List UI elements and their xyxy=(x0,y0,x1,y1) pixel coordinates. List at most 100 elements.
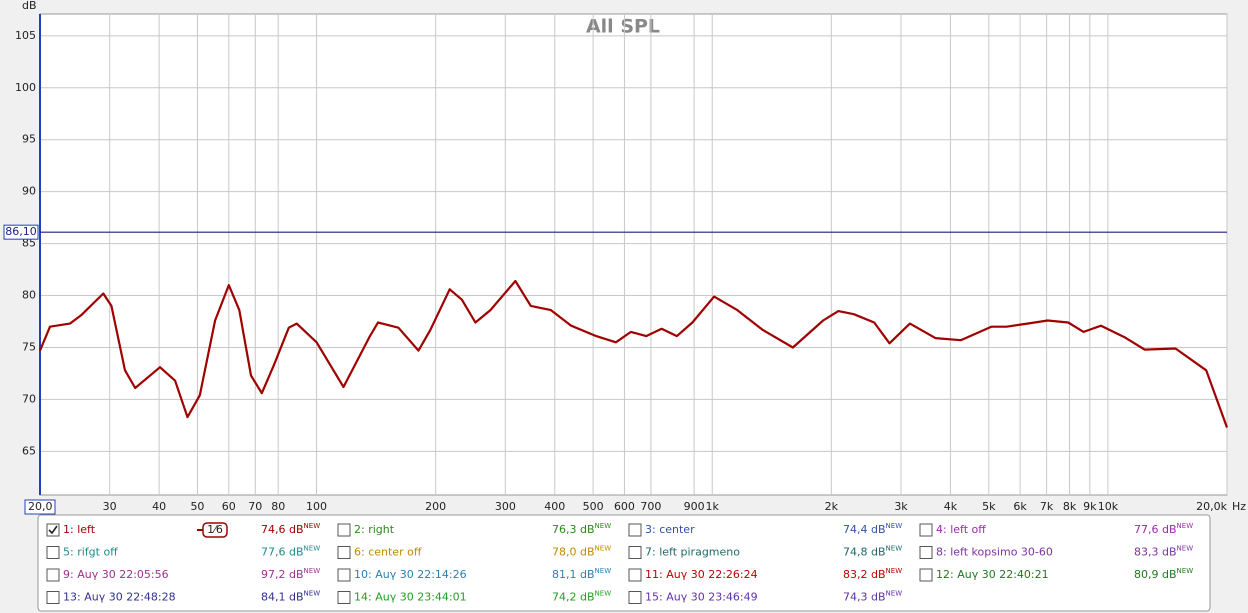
measurement-level: 74,3 dBNEW xyxy=(843,590,902,604)
checkbox[interactable] xyxy=(46,546,60,559)
checkbox[interactable] xyxy=(337,591,351,604)
y-tick-label: 85 xyxy=(22,237,36,250)
checkbox[interactable] xyxy=(46,568,60,582)
measurement-name: 10: Auγ 30 22:14:26 xyxy=(354,568,467,581)
x-tick-label: 6k xyxy=(1013,500,1027,513)
x-tick-label: 40 xyxy=(152,500,166,513)
x-tick-label: 3k xyxy=(894,500,908,513)
measurement-name: 6: center off xyxy=(354,546,422,559)
level-value: 97,2 dB xyxy=(261,568,304,581)
reference-label-box xyxy=(3,224,39,240)
x-tick-label: 60 xyxy=(222,500,236,513)
x-tick-label: 300 xyxy=(495,500,516,513)
new-badge: NEW xyxy=(595,590,612,598)
y-tick-label: 70 xyxy=(22,392,36,405)
measurement-level: 78,0 dBNEW xyxy=(552,545,611,559)
measurement-name: 13: Auγ 30 22:48:28 xyxy=(63,591,176,604)
checkbox[interactable] xyxy=(628,591,642,604)
checkbox[interactable] xyxy=(46,523,60,537)
checkbox[interactable] xyxy=(337,523,351,537)
new-badge: NEW xyxy=(886,522,903,530)
y-tick-label: 80 xyxy=(22,289,36,302)
x-tick-label: 7k xyxy=(1040,500,1054,513)
new-badge: NEW xyxy=(595,545,612,553)
y-tick-label: 100 xyxy=(15,81,36,94)
x-tick-label: 50 xyxy=(190,500,204,513)
measurement-name: 12: Auγ 30 22:40:21 xyxy=(936,568,1049,581)
measurement-name: 2: right xyxy=(354,523,395,536)
measurement-level: 81,1 dBNEW xyxy=(552,567,611,581)
x-tick-label: 700 xyxy=(640,500,661,513)
level-value: 84,1 dB xyxy=(261,591,304,604)
measurement-level: 84,1 dBNEW xyxy=(261,590,320,604)
smoothing-label: 1⁄6 xyxy=(207,523,223,536)
smoothing-badge xyxy=(202,522,228,538)
level-value: 76,3 dB xyxy=(552,523,595,536)
measurement-level: 77,6 dBNEW xyxy=(1134,522,1193,536)
new-badge: NEW xyxy=(886,567,903,575)
new-badge: NEW xyxy=(1177,567,1194,575)
checkbox[interactable] xyxy=(919,546,933,559)
checkbox[interactable] xyxy=(337,546,351,559)
measurement-level: 74,6 dBNEW xyxy=(261,522,320,536)
plot-area xyxy=(39,13,1228,496)
x-tick-label: 4k xyxy=(944,500,958,513)
new-badge: NEW xyxy=(595,522,612,530)
level-value: 74,8 dB xyxy=(843,546,886,559)
new-badge: NEW xyxy=(1177,545,1194,553)
measurement-name: 3: center xyxy=(645,523,695,536)
x-tick-label: 20,0 xyxy=(28,500,53,513)
reference-label: 86,10 xyxy=(5,225,37,238)
y-tick-label: 95 xyxy=(22,133,36,146)
new-badge: NEW xyxy=(886,545,903,553)
checkbox[interactable] xyxy=(337,568,351,582)
checkbox[interactable] xyxy=(919,523,933,537)
new-badge: NEW xyxy=(304,567,321,575)
x-tick-label: 10k xyxy=(1098,500,1119,513)
measurement-level: 74,8 dBNEW xyxy=(843,545,902,559)
checkbox[interactable] xyxy=(46,591,60,604)
y-tick-label: 75 xyxy=(22,340,36,353)
measurement-name: 8: left kopsimo 30-60 xyxy=(936,546,1053,559)
chart-title: All SPL xyxy=(586,16,660,38)
measurement-name: 1: left xyxy=(63,523,96,536)
x-tick-label: 8k xyxy=(1063,500,1077,513)
measurement-level: 77,6 dBNEW xyxy=(261,545,320,559)
new-badge: NEW xyxy=(595,567,612,575)
x-tick-label: 9k xyxy=(1083,500,1097,513)
level-value: 74,6 dB xyxy=(261,523,304,536)
level-value: 77,6 dB xyxy=(1134,523,1177,536)
level-value: 74,2 dB xyxy=(552,591,595,604)
y-tick-label: 90 xyxy=(22,185,36,198)
level-value: 78,0 dB xyxy=(552,546,595,559)
x-tick-label: 80 xyxy=(271,500,285,513)
checkmark xyxy=(48,525,58,535)
x-tick-label: 900 xyxy=(684,500,705,513)
checkbox[interactable] xyxy=(628,523,642,537)
new-badge: NEW xyxy=(304,522,321,530)
new-badge: NEW xyxy=(1177,522,1194,530)
checkbox[interactable] xyxy=(628,568,642,582)
measurement-level: 83,3 dBNEW xyxy=(1134,545,1193,559)
x-tick-label: 2k xyxy=(825,500,839,513)
measurement-level: 83,2 dBNEW xyxy=(843,567,902,581)
level-value: 74,3 dB xyxy=(843,591,886,604)
measurement-name: 15: Auγ 30 23:46:49 xyxy=(645,591,758,604)
new-badge: NEW xyxy=(304,545,321,553)
x-tick-label: 100 xyxy=(306,500,327,513)
measurement-name: 5: rifgt off xyxy=(63,546,118,559)
x-axis-label: Hz xyxy=(1232,500,1246,513)
checkbox[interactable] xyxy=(919,568,933,582)
measurement-level: 76,3 dBNEW xyxy=(552,522,611,536)
y-tick-label: 65 xyxy=(22,444,36,457)
level-value: 74,4 dB xyxy=(843,523,886,536)
measurement-level: 74,4 dBNEW xyxy=(843,522,902,536)
checkbox[interactable] xyxy=(628,546,642,559)
series-line xyxy=(38,279,1229,428)
x-tick-label: 1k xyxy=(706,500,720,513)
x-tick-label: 30 xyxy=(103,500,117,513)
measurement-name: 14: Auγ 30 23:44:01 xyxy=(354,591,467,604)
level-value: 81,1 dB xyxy=(552,568,595,581)
level-value: 83,3 dB xyxy=(1134,546,1177,559)
measurement-name: 11: Auγ 30 22:26:24 xyxy=(645,568,758,581)
